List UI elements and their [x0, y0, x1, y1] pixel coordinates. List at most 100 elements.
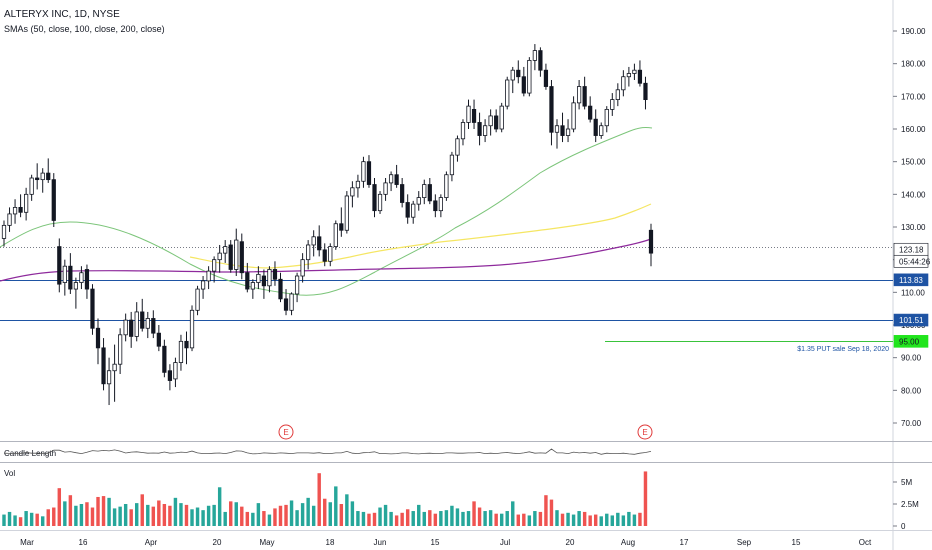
volume-bar	[345, 494, 349, 526]
candle-body	[272, 269, 278, 280]
candle-body	[24, 193, 29, 213]
price-labels: 123.18 05:44:26 113.83 101.51 95.00	[893, 242, 931, 348]
volume-bar	[217, 487, 222, 526]
candle-body	[239, 241, 244, 274]
candle	[643, 76, 648, 110]
volume-bar	[101, 496, 106, 526]
candle-body	[527, 60, 532, 94]
candle	[311, 230, 316, 257]
volume-bar	[212, 504, 216, 526]
y-tick-label: 140.00	[901, 190, 926, 199]
volume-bar	[328, 502, 332, 526]
candle	[366, 155, 372, 188]
candle-body	[46, 172, 51, 181]
volume-bar	[295, 510, 299, 526]
candle-body	[394, 174, 399, 185]
candle-body	[466, 105, 471, 123]
candle	[46, 158, 51, 183]
candle	[637, 60, 643, 87]
candle	[339, 207, 344, 237]
candle	[223, 240, 228, 263]
candle	[167, 364, 173, 391]
candle	[328, 243, 333, 267]
candle	[494, 109, 499, 133]
candle	[178, 334, 184, 371]
candle	[388, 171, 394, 192]
candle	[123, 313, 128, 342]
x-tick-label: Jun	[374, 538, 387, 547]
candle-body	[438, 197, 443, 212]
candle-body	[95, 327, 101, 349]
volume-bar	[472, 501, 476, 526]
volume-bar	[57, 488, 62, 526]
candle-body	[173, 362, 178, 380]
put-sale-annotation: $1.35 PUT sale Sep 18, 2020	[797, 346, 889, 353]
volume-bar	[46, 509, 50, 526]
candle-body	[416, 197, 421, 205]
candle-body	[228, 244, 233, 270]
candle	[477, 112, 482, 146]
candle-body	[388, 174, 394, 184]
candle	[118, 328, 123, 374]
candle	[593, 109, 598, 143]
candle	[90, 284, 95, 335]
candle-body	[300, 259, 305, 277]
candle-body	[422, 184, 427, 199]
volume-bar	[627, 511, 631, 526]
candle-body	[516, 69, 521, 78]
candle	[12, 199, 18, 224]
x-tick-label: Aug	[621, 538, 635, 547]
volume-bar	[129, 509, 133, 526]
candle-body	[621, 76, 626, 91]
candle	[383, 178, 388, 201]
earnings-marker-label: E	[642, 428, 647, 437]
candle	[372, 178, 377, 218]
candle	[151, 310, 156, 339]
volume-bar	[118, 506, 122, 526]
candle-body	[449, 154, 455, 176]
candle-body	[51, 179, 56, 221]
volume-bar	[256, 503, 261, 526]
candle	[212, 256, 217, 283]
volume-bar	[417, 504, 421, 526]
volume-bar	[112, 508, 117, 526]
time-axis[interactable]: Mar 16 Apr 20 May 18 Jun 15 Jul 20 Aug 17 Sep 15 Oct	[20, 538, 872, 547]
volume-bar	[389, 511, 393, 526]
candle	[455, 135, 460, 162]
x-tick-label: 20	[213, 538, 222, 547]
volume-bar	[234, 502, 238, 526]
candle	[134, 302, 139, 342]
candle-body	[571, 102, 576, 130]
candle	[505, 76, 510, 110]
candle-body	[538, 50, 543, 71]
volume-bar	[494, 513, 498, 526]
candle	[283, 289, 289, 316]
volume-bar	[96, 496, 100, 526]
candle	[200, 276, 206, 299]
candle	[565, 119, 571, 143]
volume-bar	[151, 506, 156, 526]
candle-body	[294, 275, 300, 295]
volume-bar	[107, 497, 111, 526]
price-label-text: 05:44:26	[899, 257, 931, 266]
candle-body	[582, 86, 587, 107]
volume-bar	[356, 511, 360, 526]
volume-bar	[599, 516, 603, 526]
earnings-marker-aug[interactable]: E	[637, 424, 653, 440]
candle-body	[106, 370, 112, 385]
sma-200-line	[0, 238, 652, 282]
candle-body	[12, 206, 18, 215]
price-label-box	[893, 255, 929, 268]
volume-bar	[323, 498, 327, 526]
candle	[261, 269, 267, 299]
candle-body	[637, 69, 643, 84]
earnings-marker-may[interactable]: E	[278, 424, 294, 440]
symbol-title: ALTERYX INC, 1D, NYSE	[4, 9, 120, 20]
candle-body	[317, 236, 322, 251]
candle	[355, 174, 361, 198]
candle	[7, 207, 12, 232]
volume-bar	[527, 515, 532, 526]
candle	[206, 266, 211, 290]
candle	[427, 178, 432, 205]
